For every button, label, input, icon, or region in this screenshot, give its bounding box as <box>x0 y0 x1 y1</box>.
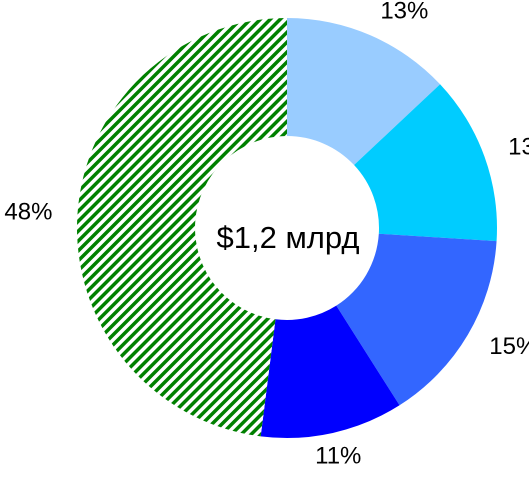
donut-slice <box>260 305 400 438</box>
donut-slice <box>336 233 497 406</box>
data-label: 11% <box>315 443 361 470</box>
data-label: 15% <box>489 333 529 360</box>
center-label: $1,2 млрд <box>217 220 360 255</box>
donut-slice <box>354 84 497 242</box>
data-label: 13% <box>380 0 428 25</box>
donut-slice <box>287 18 441 166</box>
data-label: 48% <box>4 199 52 226</box>
donut-slice <box>76 18 287 437</box>
data-label: 13% <box>508 134 529 161</box>
